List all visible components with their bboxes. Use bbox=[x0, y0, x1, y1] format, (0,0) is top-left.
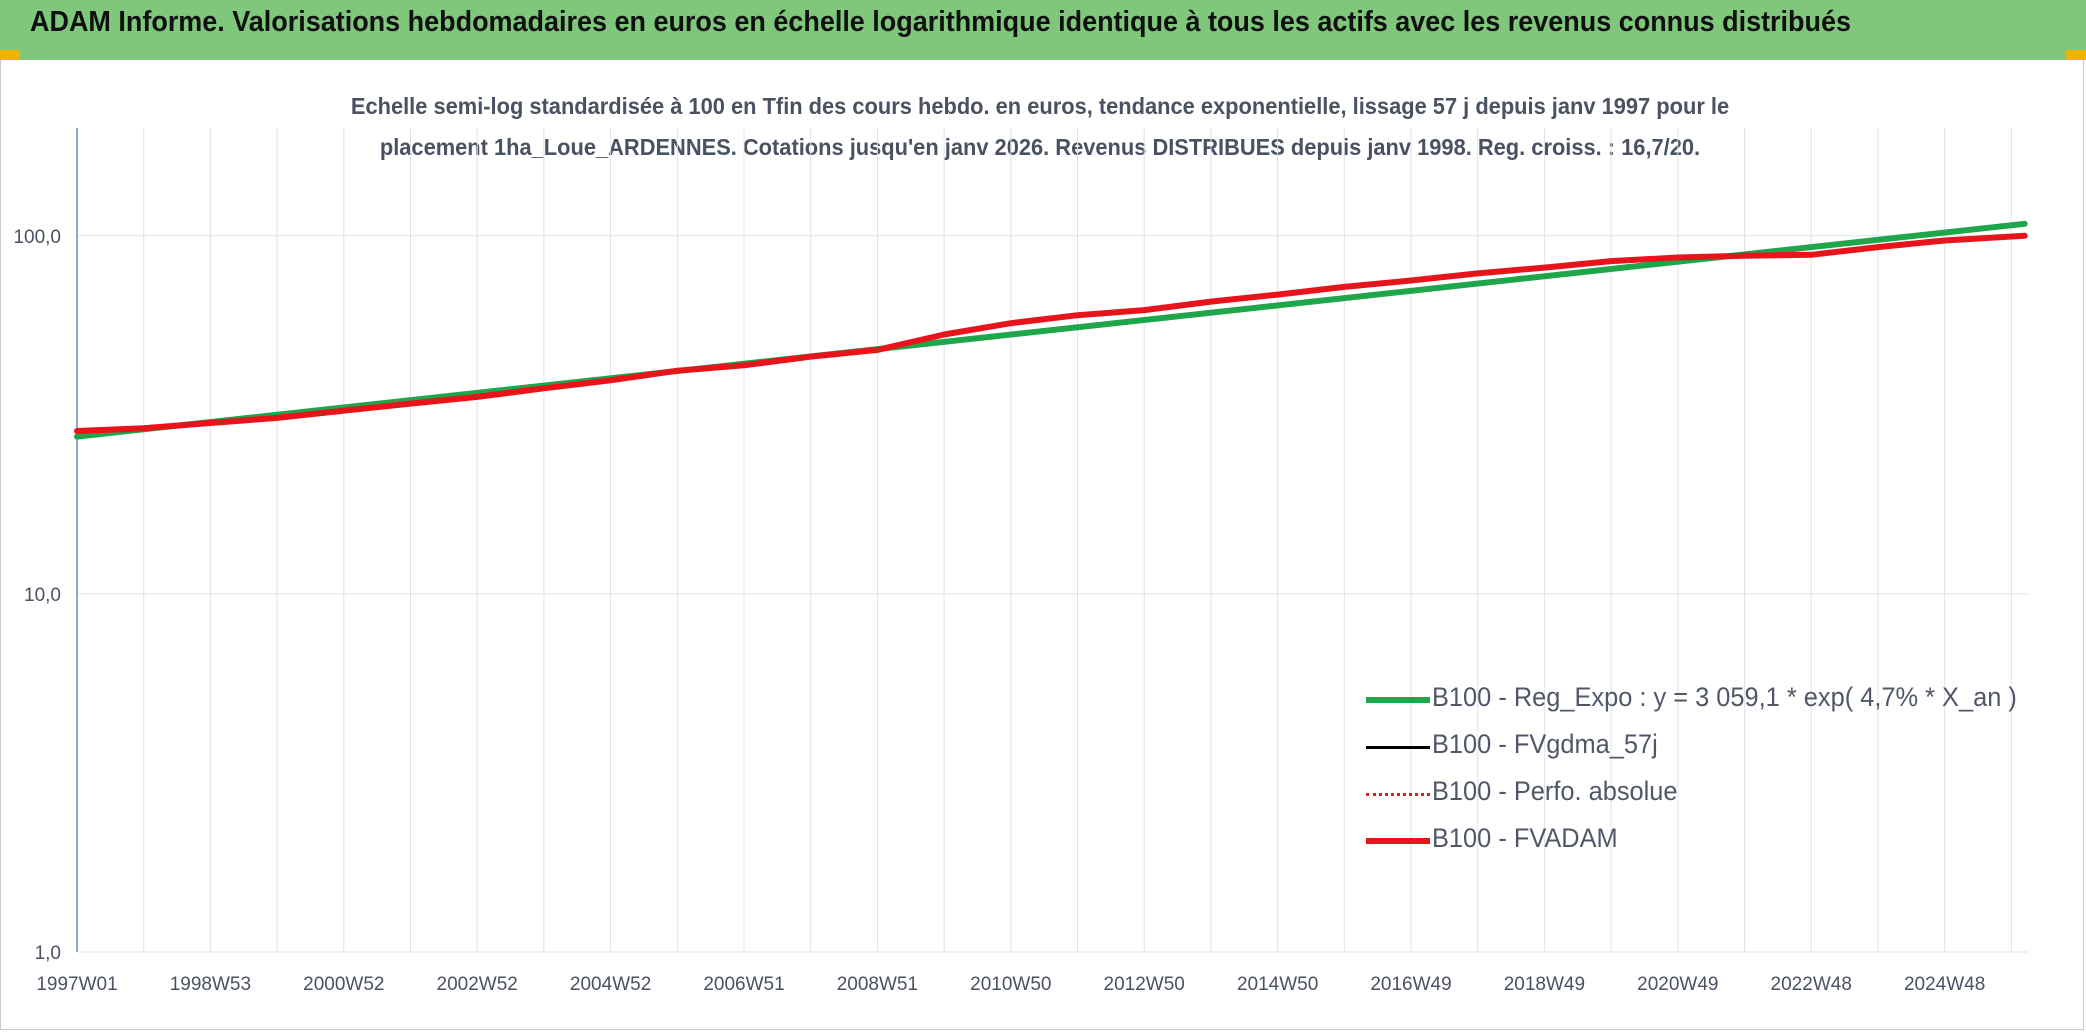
x-tick-label: 1998W53 bbox=[170, 974, 251, 995]
legend-swatch bbox=[1366, 697, 1430, 703]
corner-marker-left bbox=[0, 50, 20, 60]
x-tick-label: 2018W49 bbox=[1504, 974, 1585, 995]
legend-label: B100 - Reg_Expo : y = 3 059,1 * exp( 4,7… bbox=[1432, 682, 2017, 712]
x-tick-label: 2006W51 bbox=[703, 974, 784, 995]
x-tick-label: 2000W52 bbox=[303, 974, 384, 995]
x-tick-label: 1997W01 bbox=[36, 974, 117, 995]
x-tick-label: 2002W52 bbox=[437, 974, 518, 995]
y-tick-label: 1,0 bbox=[35, 943, 61, 964]
corner-marker-right bbox=[2066, 50, 2086, 60]
page-title: ADAM Informe. Valorisations hebdomadaire… bbox=[30, 6, 1851, 38]
chart-frame bbox=[0, 60, 2084, 1030]
x-tick-label: 2008W51 bbox=[837, 974, 918, 995]
x-tick-label: 2004W52 bbox=[570, 974, 651, 995]
x-tick-label: 2024W48 bbox=[1904, 974, 1985, 995]
legend-swatch bbox=[1366, 838, 1430, 844]
legend-swatch bbox=[1366, 745, 1430, 749]
series-line-3 bbox=[74, 232, 2028, 434]
x-tick-label: 2020W49 bbox=[1637, 974, 1718, 995]
legend-swatch bbox=[1366, 792, 1430, 796]
legend-label: B100 - FVgdma_57j bbox=[1432, 729, 1658, 759]
x-tick-label: 2022W48 bbox=[1771, 974, 1852, 995]
x-tick-label: 2014W50 bbox=[1237, 974, 1318, 995]
y-tick-label: 100,0 bbox=[13, 227, 61, 248]
header-band bbox=[0, 0, 2086, 60]
legend-label: B100 - Perfo. absolue bbox=[1432, 776, 1678, 806]
chart-title-line-1: Echelle semi-log standardisée à 100 en T… bbox=[350, 93, 1730, 119]
legend-label: B100 - FVADAM bbox=[1432, 823, 1618, 853]
x-tick-label: 2010W50 bbox=[970, 974, 1051, 995]
y-tick-label: 10,0 bbox=[24, 585, 61, 606]
chart-title: Echelle semi-log standardisée à 100 en T… bbox=[280, 86, 1800, 168]
x-tick-label: 2016W49 bbox=[1370, 974, 1451, 995]
x-tick-label: 2012W50 bbox=[1104, 974, 1185, 995]
chart-title-line-2: placement 1ha_Loue_ARDENNES. Cotations j… bbox=[379, 134, 1701, 160]
